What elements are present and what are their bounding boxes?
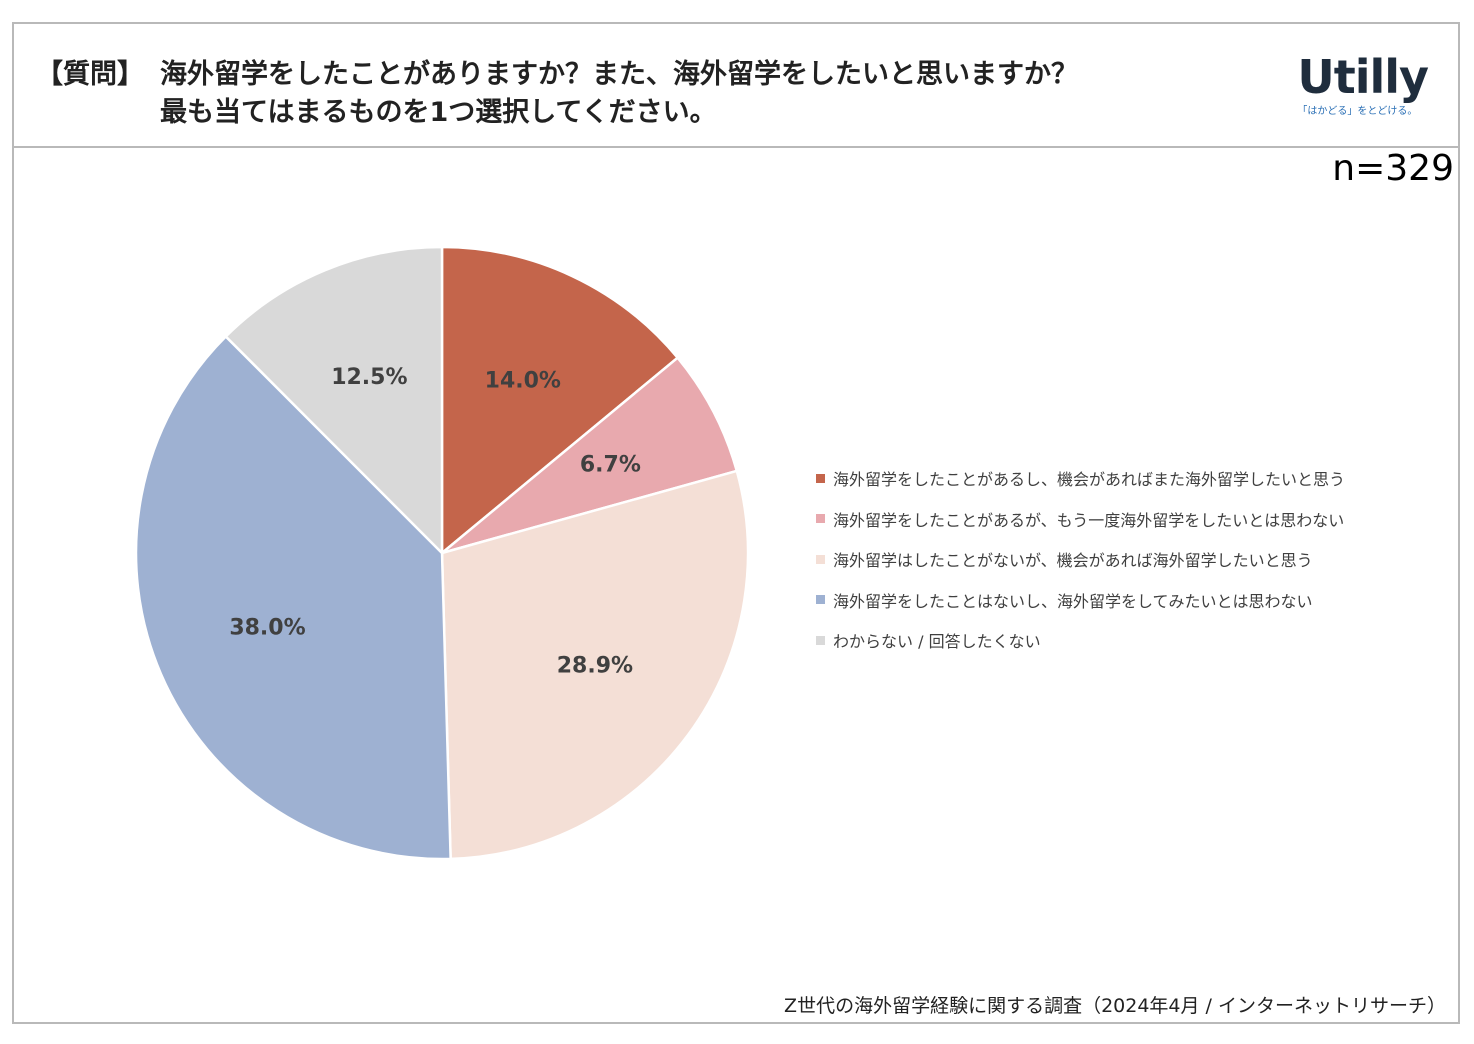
legend-item-1: 海外留学をしたことがあるし、機会があればまた海外留学したいと思う	[816, 458, 1345, 499]
legend-label-1: 海外留学をしたことがあるし、機会があればまた海外留学したいと思う	[833, 470, 1346, 490]
logo-wordmark: Utilly	[1297, 50, 1429, 104]
sample-size: n=329	[1332, 148, 1454, 189]
chart-legend: 海外留学をしたことがあるし、機会があればまた海外留学したいと思う 海外留学をしたこ…	[816, 458, 1345, 661]
logo-tagline: 「はかどる」をとどける。	[1297, 106, 1418, 117]
question-tag: 【質問】	[36, 59, 144, 90]
pie-slice-5	[224, 245, 444, 557]
legend-swatch-5	[816, 635, 825, 645]
slice-label-3: 28.9%	[557, 653, 633, 678]
slice-label-4: 38.0%	[229, 616, 305, 641]
legend-label-2: 海外留学をしたことがあるが、もう一度海外留学をしたいとは思わない	[833, 510, 1345, 530]
source-note: Z世代の海外留学経験に関する調査（2024年4月 / インターネットリサーチ）	[784, 995, 1446, 1017]
legend-item-5: わからない / 回答したくない	[816, 620, 1345, 661]
legend-label-5: わからない / 回答したくない	[833, 632, 1041, 652]
utilly-logo: Utilly 「はかどる」をとどける。	[1297, 50, 1429, 117]
pie-slice-4	[134, 334, 452, 861]
legend-item-2: 海外留学をしたことがあるが、もう一度海外留学をしたいとは思わない	[816, 499, 1345, 540]
pie-slice-3	[440, 469, 750, 861]
question-header: 【質問】 海外留学をしたことがありますか？また、海外留学をしたいと思いますか？ …	[14, 24, 1458, 148]
question-line-2: 最も当てはまるものを1つ選択してください。	[160, 97, 717, 128]
slice-label-5: 12.5%	[331, 365, 407, 390]
legend-item-4: 海外留学をしたことはないし、海外留学をしてみたいとは思わない	[816, 580, 1345, 621]
legend-label-3: 海外留学はしたことがないが、機会があれば海外留学したいと思う	[833, 551, 1313, 571]
pie-slice-1	[440, 245, 680, 556]
legend-swatch-3	[816, 554, 825, 564]
legend-label-4: 海外留学をしたことはないし、海外留学をしてみたいとは思わない	[833, 591, 1313, 611]
slice-label-1: 14.0%	[485, 369, 561, 394]
question-line-1: 海外留学をしたことがありますか？また、海外留学をしたいと思いますか？	[160, 59, 1078, 90]
slice-label-2: 6.7%	[580, 452, 641, 477]
legend-item-3: 海外留学はしたことがないが、機会があれば海外留学したいと思う	[816, 539, 1345, 580]
pie-slice-2	[441, 355, 739, 555]
legend-swatch-1	[816, 473, 825, 483]
legend-swatch-2	[816, 514, 825, 524]
legend-swatch-4	[816, 595, 825, 605]
